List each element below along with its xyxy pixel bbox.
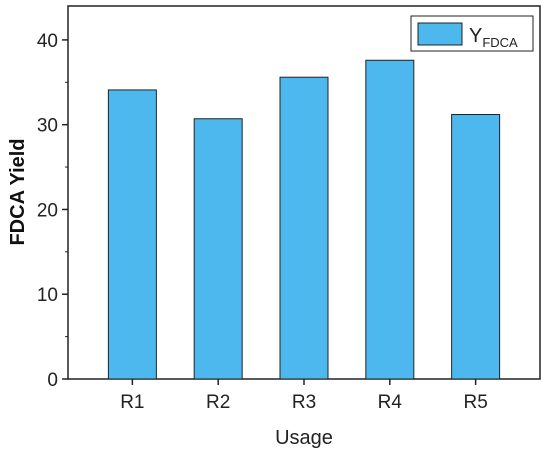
y-axis-title: FDCA Yield (7, 138, 29, 245)
y-tick-label: 30 (37, 116, 58, 137)
y-tick-label: 10 (37, 285, 58, 306)
bar-r4 (365, 59, 415, 380)
legend-label: YFDCA (469, 25, 518, 50)
x-tick-label: R5 (463, 392, 487, 413)
x-tick-label: R3 (292, 392, 316, 413)
bar-r3 (279, 76, 329, 380)
legend-label-main: Y (469, 25, 482, 47)
y-axis: 0 10 20 30 40 (37, 31, 68, 391)
y-tick-label: 40 (37, 31, 58, 52)
x-axis-title: Usage (275, 427, 333, 449)
legend-swatch (417, 22, 463, 46)
x-tick-label: R1 (120, 392, 144, 413)
legend-label-subscript: FDCA (482, 35, 518, 50)
y-tick-label: 0 (47, 370, 58, 391)
x-tick-label: R2 (206, 392, 230, 413)
bar-r5 (451, 114, 501, 380)
legend: YFDCA (410, 15, 534, 52)
x-tick-label: R4 (378, 392, 403, 413)
bar-r1 (107, 89, 157, 380)
x-axis: R1 R2 R3 R4 R5 (120, 379, 488, 413)
bars-group (107, 59, 501, 380)
y-tick-label: 20 (37, 200, 58, 221)
bar-r2 (193, 118, 243, 380)
